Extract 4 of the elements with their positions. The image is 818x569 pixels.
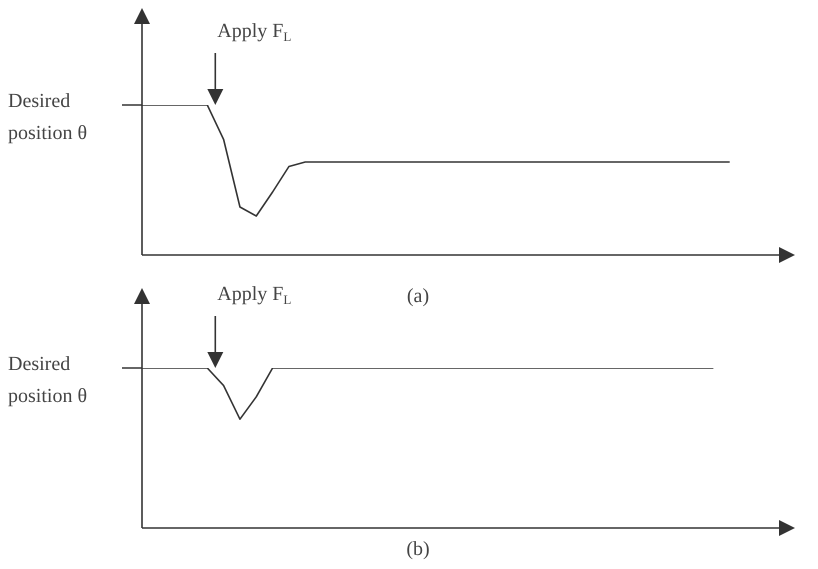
text: (a) [406,285,430,307]
text: Desired position θ [8,90,88,144]
text: (b) [406,538,430,560]
text: Desired position θ [8,353,88,407]
